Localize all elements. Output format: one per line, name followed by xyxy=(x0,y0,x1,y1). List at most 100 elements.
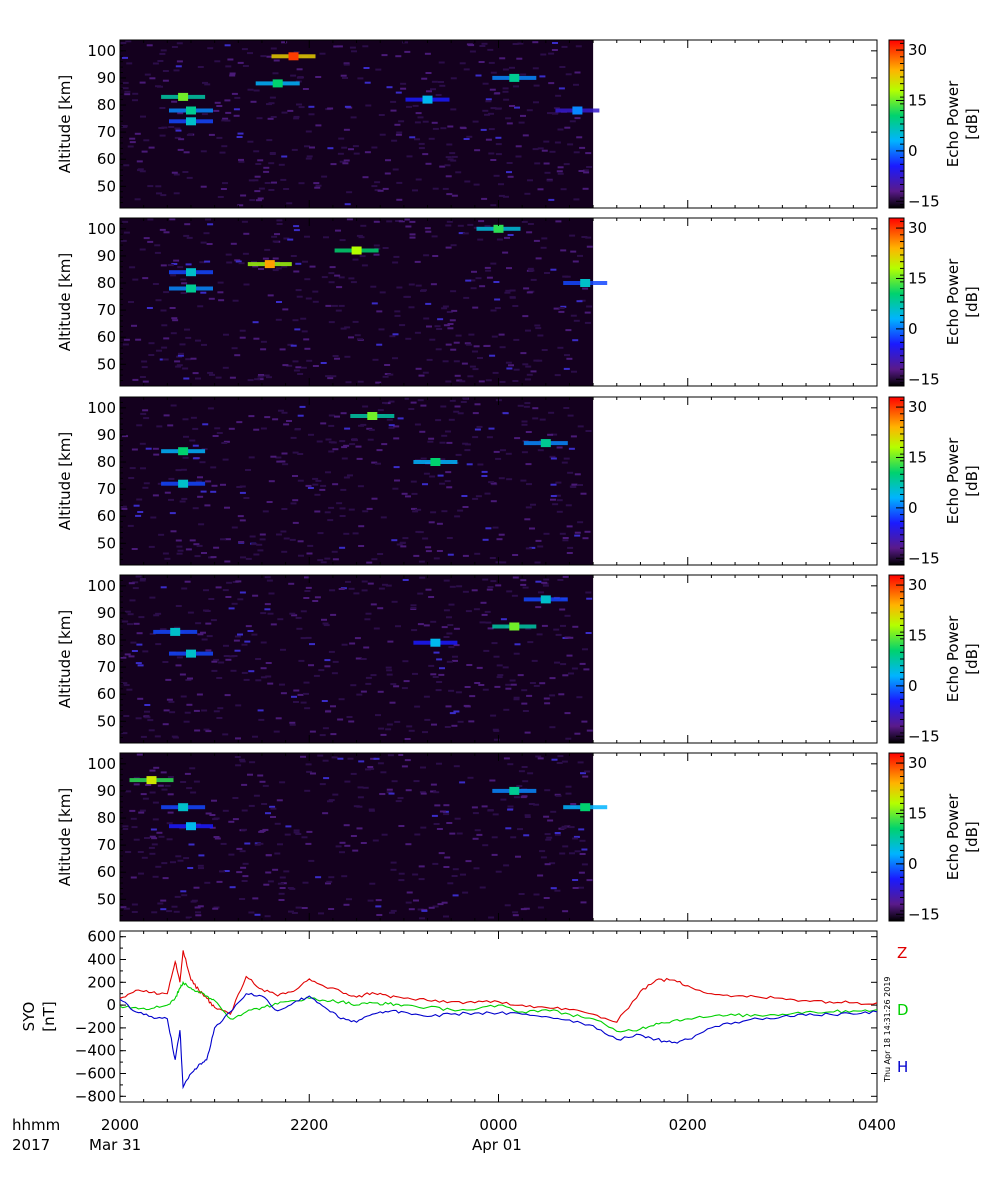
noise-cell xyxy=(499,380,506,383)
noise-cell xyxy=(424,718,431,721)
noise-cell xyxy=(495,136,502,139)
noise-cell xyxy=(582,537,589,540)
noise-cell xyxy=(439,441,446,444)
noise-cell xyxy=(139,442,146,445)
noise-cell xyxy=(144,73,151,76)
noise-cell xyxy=(351,50,357,53)
noise-cell xyxy=(473,867,480,870)
noise-cell xyxy=(139,81,146,84)
noise-cell xyxy=(533,239,540,242)
echo-mark xyxy=(422,95,433,104)
noise-cell xyxy=(286,420,292,422)
noise-cell xyxy=(454,405,461,408)
noise-cell xyxy=(294,428,301,431)
noise-cell xyxy=(585,591,592,594)
noise-cell xyxy=(296,68,303,71)
echo-mark xyxy=(272,79,283,88)
noise-cell xyxy=(346,716,353,718)
noise-cell xyxy=(428,906,435,909)
noise-cell xyxy=(360,842,367,844)
noise-cell xyxy=(551,433,558,436)
noise-cell xyxy=(530,503,536,506)
noise-cell xyxy=(303,681,310,684)
noise-cell xyxy=(160,899,167,902)
noise-cell xyxy=(370,674,377,677)
noise-cell xyxy=(445,705,452,708)
noise-cell xyxy=(393,255,400,258)
noise-cell xyxy=(207,371,214,374)
noise-cell xyxy=(275,717,282,720)
legend-D: D xyxy=(897,1001,909,1019)
noise-cell xyxy=(344,780,351,783)
noise-cell xyxy=(540,53,547,56)
noise-cell xyxy=(185,336,192,339)
noise-cell xyxy=(303,338,310,341)
noise-cell xyxy=(338,698,345,701)
noise-cell xyxy=(417,116,424,119)
noise-cell xyxy=(490,107,497,110)
noise-cell xyxy=(567,471,574,474)
noise-cell xyxy=(554,833,561,836)
noise-cell xyxy=(368,428,375,431)
noise-cell xyxy=(415,284,422,287)
noise-cell xyxy=(197,905,204,908)
noise-cell xyxy=(477,357,483,359)
noise-cell xyxy=(532,148,539,151)
noise-cell xyxy=(410,607,417,609)
noise-cell xyxy=(268,592,275,595)
noise-cell xyxy=(265,854,272,857)
noise-cell xyxy=(449,712,456,715)
noise-cell xyxy=(382,247,389,249)
noise-cell xyxy=(453,644,460,647)
noise-cell xyxy=(123,338,130,341)
noise-cell xyxy=(371,146,378,149)
noise-cell xyxy=(571,370,577,373)
noise-cell xyxy=(324,557,331,560)
noise-cell xyxy=(509,296,516,299)
noise-cell xyxy=(341,457,348,460)
noise-cell xyxy=(131,826,138,829)
noise-cell xyxy=(436,550,443,552)
noise-cell xyxy=(546,836,553,839)
noise-cell xyxy=(378,727,385,730)
noise-cell xyxy=(413,899,419,902)
noise-cell xyxy=(544,863,551,866)
noise-cell xyxy=(420,457,427,460)
noise-cell xyxy=(582,287,589,290)
noise-cell xyxy=(526,109,533,112)
noise-cell xyxy=(264,576,271,579)
noise-cell xyxy=(570,435,577,438)
noise-cell xyxy=(176,60,183,63)
noise-cell xyxy=(295,833,302,835)
noise-cell xyxy=(322,727,329,730)
noise-cell xyxy=(574,531,581,534)
noise-cell xyxy=(403,680,410,683)
noise-cell xyxy=(525,365,532,368)
noise-cell xyxy=(522,363,529,366)
noise-cell xyxy=(159,134,166,137)
noise-cell xyxy=(266,103,272,106)
y-tick-label: 90 xyxy=(97,782,116,800)
noise-cell xyxy=(582,169,589,172)
noise-cell xyxy=(436,681,443,683)
noise-cell xyxy=(439,165,446,168)
noise-cell xyxy=(550,457,557,460)
noise-cell xyxy=(208,133,215,136)
noise-cell xyxy=(251,543,258,546)
noise-cell xyxy=(414,260,421,263)
noise-cell xyxy=(565,73,572,76)
noise-cell xyxy=(491,642,498,645)
noise-cell xyxy=(437,318,444,321)
colorbar-tick-label: 15 xyxy=(908,269,927,287)
noise-cell xyxy=(180,695,187,698)
noise-cell xyxy=(128,477,135,479)
noise-cell xyxy=(522,780,529,783)
noise-cell xyxy=(205,480,212,483)
noise-cell xyxy=(364,618,371,621)
noise-cell xyxy=(572,837,579,840)
noise-cell xyxy=(387,640,394,643)
noise-cell xyxy=(228,655,235,658)
noise-cell xyxy=(398,754,405,756)
noise-cell xyxy=(166,698,173,701)
noise-cell xyxy=(339,239,346,242)
